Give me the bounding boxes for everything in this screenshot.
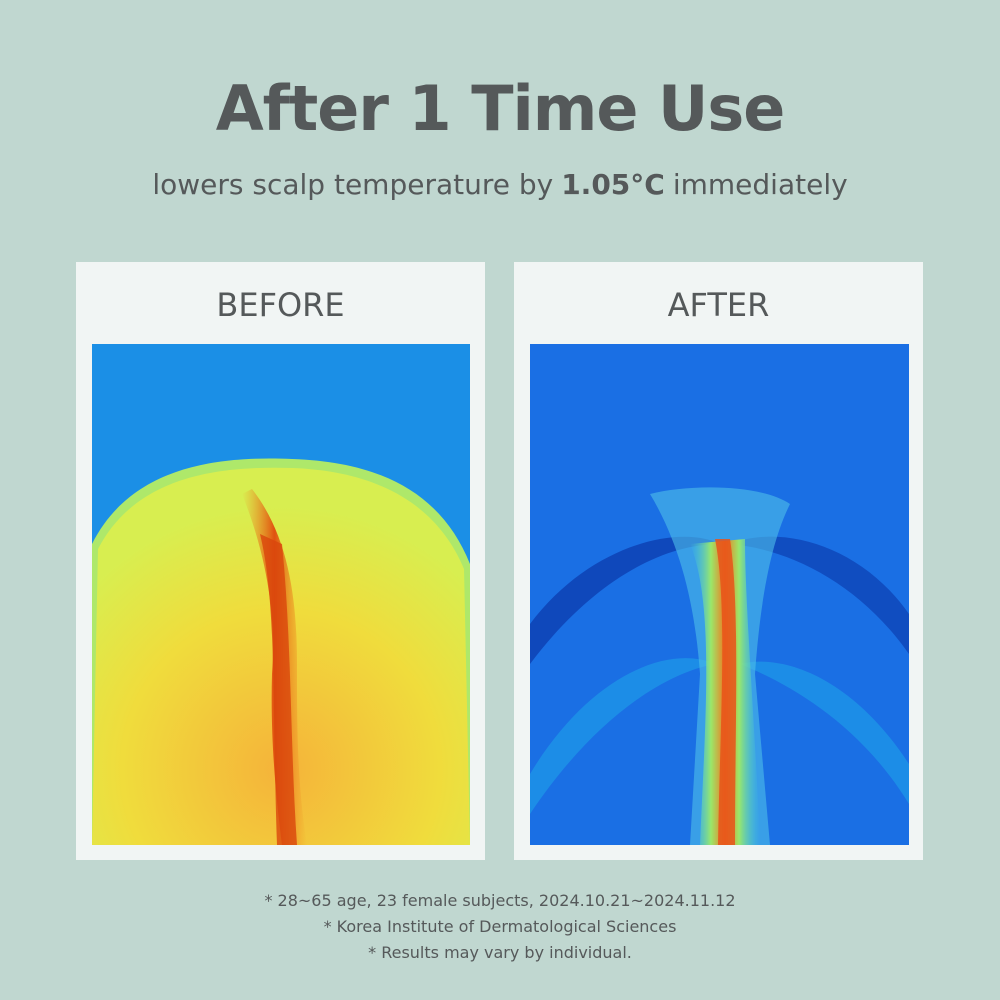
footnote: * 28~65 age, 23 female subjects, 2024.10… bbox=[264, 891, 736, 910]
footnote: * Results may vary by individual. bbox=[368, 943, 632, 962]
panel-label: AFTER bbox=[667, 286, 770, 324]
after-panel: AFTER bbox=[514, 262, 923, 860]
thermal-image-after bbox=[530, 344, 909, 845]
thermal-image-before bbox=[92, 344, 470, 845]
subtitle: lowers scalp temperature by 1.05°C immedia… bbox=[0, 168, 1000, 201]
panel-label: BEFORE bbox=[216, 286, 345, 324]
footnotes: * 28~65 age, 23 female subjects, 2024.10… bbox=[0, 888, 1000, 966]
subtitle-highlight: 1.05°C bbox=[561, 168, 665, 201]
title: After 1 Time Use bbox=[215, 72, 786, 145]
footnote: * Korea Institute of Dermatological Scie… bbox=[323, 917, 677, 936]
subtitle-text: lowers scalp temperature by bbox=[152, 168, 554, 201]
subtitle-text: immediately bbox=[672, 168, 848, 201]
before-panel: BEFORE bbox=[76, 262, 485, 860]
